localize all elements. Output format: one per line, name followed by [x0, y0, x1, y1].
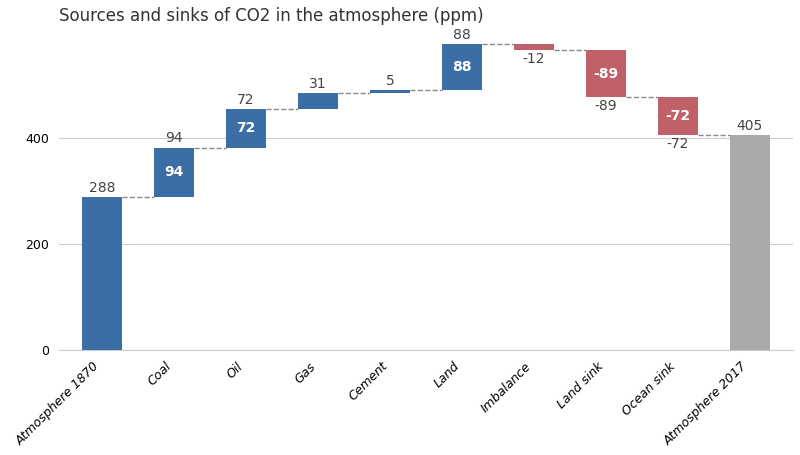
Text: 88: 88	[453, 28, 471, 41]
Text: -72: -72	[666, 109, 690, 123]
Bar	[298, 93, 338, 109]
Bar	[658, 97, 698, 136]
Bar	[370, 91, 410, 93]
Text: -89: -89	[594, 99, 618, 113]
Bar	[154, 147, 194, 197]
Text: 288: 288	[89, 181, 115, 195]
Bar	[514, 44, 554, 50]
Bar	[730, 136, 770, 350]
Text: 72: 72	[238, 93, 254, 107]
Text: 31: 31	[309, 77, 327, 91]
Bar	[586, 50, 626, 97]
Text: 88: 88	[452, 60, 472, 74]
Bar	[226, 109, 266, 147]
Text: Sources and sinks of CO2 in the atmosphere (ppm): Sources and sinks of CO2 in the atmosphe…	[59, 7, 483, 25]
Text: 94: 94	[164, 166, 184, 179]
Text: 94: 94	[166, 131, 183, 146]
Bar	[442, 44, 482, 91]
Text: 72: 72	[236, 121, 256, 136]
Text: -72: -72	[666, 137, 689, 152]
Bar	[82, 197, 122, 350]
Text: -89: -89	[594, 66, 618, 81]
Text: 5: 5	[386, 74, 394, 88]
Text: 405: 405	[737, 119, 763, 133]
Text: -12: -12	[522, 52, 545, 66]
